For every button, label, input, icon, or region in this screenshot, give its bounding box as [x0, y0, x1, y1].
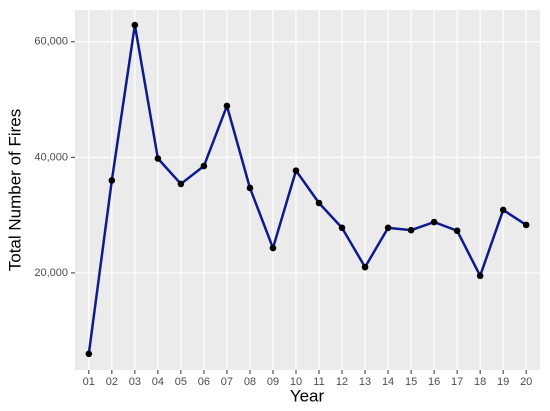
data-point — [384, 224, 392, 232]
data-point — [177, 180, 185, 188]
x-tick-label: 11 — [313, 376, 324, 388]
data-point — [223, 102, 231, 110]
data-point — [499, 206, 507, 214]
data-point — [476, 272, 484, 280]
x-axis-title: Year — [290, 386, 325, 405]
x-tick-label: 02 — [106, 376, 118, 388]
x-tick-label: 15 — [405, 376, 417, 388]
x-tick-label: 05 — [175, 376, 187, 388]
x-tick-label: 14 — [382, 376, 394, 388]
x-tick-label: 19 — [497, 376, 509, 388]
data-point — [315, 199, 323, 207]
data-point — [522, 221, 530, 229]
y-tick-label: 40,000 — [34, 151, 68, 163]
data-point — [361, 263, 369, 271]
data-point — [292, 167, 300, 174]
x-tick-label: 03 — [129, 376, 141, 388]
x-tick-label: 09 — [267, 376, 279, 388]
x-tick-label: 04 — [152, 376, 164, 388]
data-point — [338, 224, 346, 232]
x-tick-label: 01 — [83, 376, 95, 388]
data-point — [269, 244, 277, 252]
x-tick-label: 08 — [244, 376, 256, 388]
data-point — [85, 350, 93, 358]
x-tick-label: 06 — [198, 376, 210, 388]
data-line — [87, 23, 527, 354]
data-point — [407, 226, 415, 234]
x-tick-label: 20 — [520, 376, 532, 388]
data-point — [246, 184, 254, 192]
y-axis-title: Total Number of Fires — [5, 109, 24, 272]
y-tick-label: 20,000 — [34, 267, 68, 279]
data-point — [453, 227, 461, 235]
x-tick-label: 17 — [451, 376, 463, 388]
data-point — [430, 218, 438, 226]
x-tick-label: 18 — [474, 376, 486, 388]
x-tick-label: 13 — [359, 376, 371, 388]
x-tick-label: 12 — [336, 376, 348, 388]
data-point — [108, 177, 116, 184]
data-point — [131, 21, 139, 29]
panel-background — [75, 10, 540, 370]
y-tick-label: 60,000 — [34, 36, 68, 48]
data-point — [154, 155, 162, 162]
data-point — [200, 162, 208, 170]
x-tick-label: 10 — [290, 376, 302, 388]
x-tick-label: 07 — [221, 376, 233, 388]
x-tick-label: 16 — [428, 376, 440, 388]
